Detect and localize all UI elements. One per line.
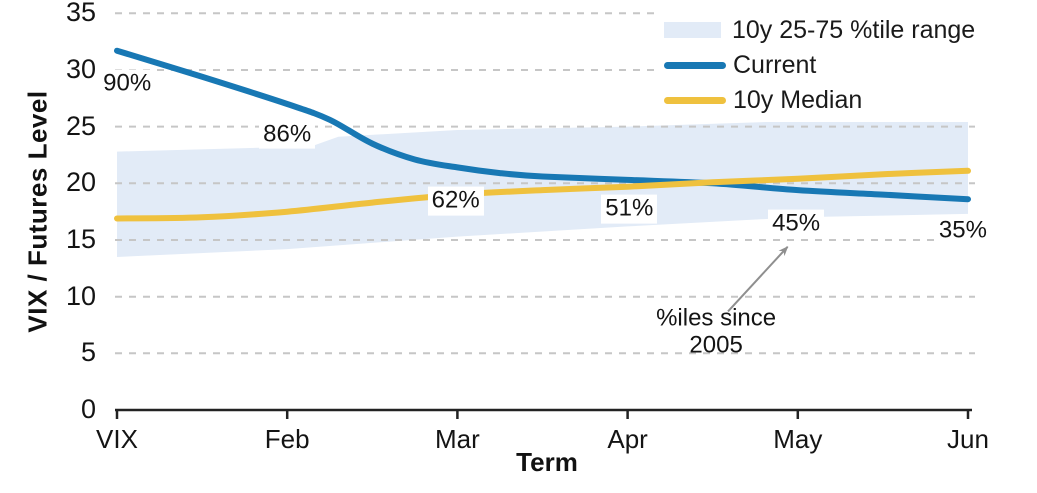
legend: 10y 25-75 %tile range Current 10y Median — [658, 8, 984, 122]
legend-item-current: Current — [664, 50, 975, 80]
legend-label-range: 10y 25-75 %tile range — [732, 15, 976, 44]
x-axis-title: Term — [516, 447, 578, 477]
median-line — [114, 167, 971, 222]
percentile-band — [117, 114, 968, 257]
legend-label-median: 10y Median — [733, 85, 863, 114]
legend-label-current: Current — [733, 50, 817, 79]
y-axis-title: VIX / Futures Level — [22, 90, 53, 333]
median-line-swatch — [664, 96, 726, 104]
current-line-swatch — [664, 61, 726, 69]
current-line — [114, 47, 971, 203]
band-swatch — [664, 22, 721, 38]
note-arrow — [727, 246, 789, 313]
legend-item-median: 10y Median — [664, 85, 975, 115]
legend-item-range: 10y 25-75 %tile range — [664, 15, 975, 45]
